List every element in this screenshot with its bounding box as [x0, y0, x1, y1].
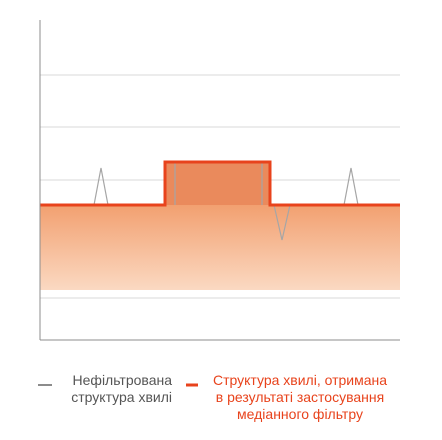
legend-text: в результаті застосування	[216, 389, 384, 405]
filtered-pulse	[165, 162, 270, 205]
legend-text: медіанного фільтру	[237, 406, 363, 422]
legend-text: Нефільтрована	[73, 372, 173, 388]
legend-text: Структура хвилі, отримана	[213, 372, 387, 388]
filtered-line	[40, 160, 400, 207]
legend-text: структура хвилі	[71, 389, 172, 405]
filtered-area	[40, 205, 400, 290]
